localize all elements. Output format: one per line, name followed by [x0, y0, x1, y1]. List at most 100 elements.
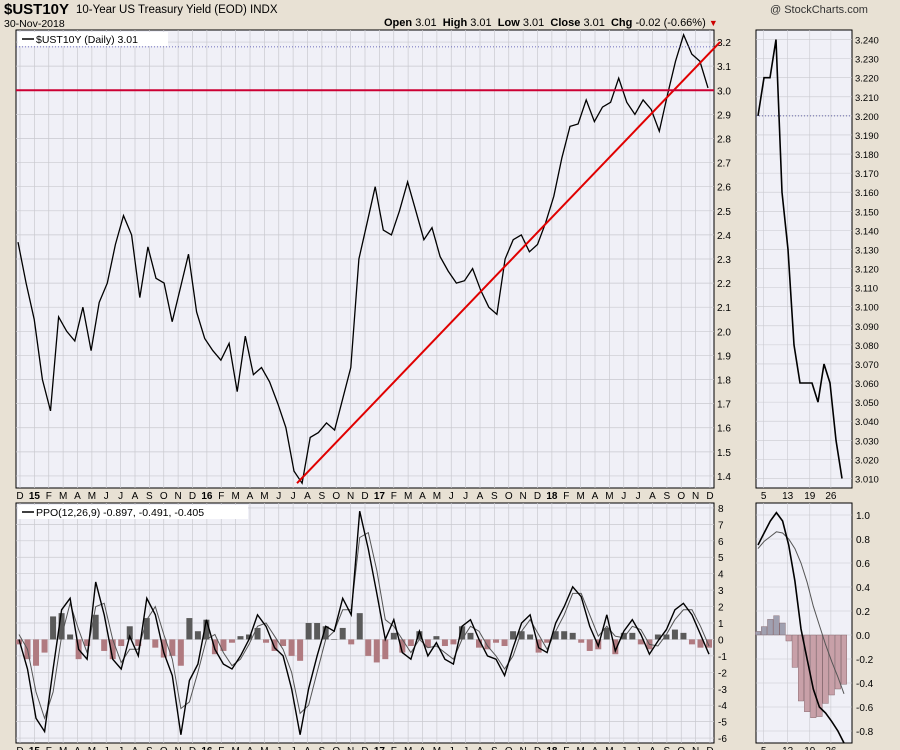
histogram-bar	[356, 613, 363, 640]
x-tick-label: 13	[782, 746, 794, 750]
x-tick-label: D	[706, 491, 713, 502]
y-tick-label: 3	[718, 586, 724, 597]
stockcharts-logo: @ StockCharts.com	[770, 4, 868, 16]
x-tick-label: A	[419, 746, 426, 750]
histogram-bar	[288, 639, 295, 656]
y-tick-label: 7	[718, 520, 724, 531]
histogram-bar	[305, 623, 312, 640]
x-tick-label: O	[160, 491, 168, 502]
x-tick-label: S	[146, 491, 153, 502]
x-tick-label: J	[449, 491, 454, 502]
x-tick-label: J	[291, 746, 296, 750]
x-tick-label: A	[649, 491, 656, 502]
x-tick-label: M	[260, 491, 268, 502]
histogram-bar	[339, 627, 346, 640]
histogram-bar	[382, 639, 389, 660]
y-tick-label: 1.8	[717, 376, 731, 387]
histogram-bar	[629, 632, 636, 640]
x-tick-label: A	[649, 746, 656, 750]
x-tick-label: D	[16, 491, 23, 502]
y-tick-label: 2.9	[717, 110, 731, 121]
histogram-bar	[186, 618, 193, 640]
x-tick-label: N	[520, 746, 527, 750]
x-tick-label: O	[332, 491, 340, 502]
x-tick-label: J	[636, 491, 641, 502]
x-tick-label: M	[576, 746, 584, 750]
x-tick-label: S	[146, 746, 153, 750]
y-tick-label: 0.4	[856, 583, 870, 594]
histogram-bar	[773, 615, 780, 636]
x-tick-label: S	[491, 491, 498, 502]
y-tick-label: -3	[718, 685, 727, 696]
x-tick-label: D	[16, 746, 23, 750]
y-tick-label: 3.160	[855, 188, 879, 199]
histogram-bar	[816, 634, 823, 717]
legend-title: PPO(12,26,9) -0.897, -0.491, -0.405	[36, 507, 204, 519]
x-tick-label: S	[664, 491, 671, 502]
y-tick-label: 3.0	[717, 86, 731, 97]
x-tick-label: J	[104, 746, 109, 750]
trendline	[296, 41, 721, 484]
y-tick-label: 2.7	[717, 159, 731, 170]
x-tick-label: A	[132, 746, 139, 750]
y-tick-label: -4	[718, 701, 727, 712]
y-tick-label: 1.9	[717, 351, 731, 362]
x-tick-label: N	[692, 746, 699, 750]
x-tick-label: M	[231, 491, 239, 502]
histogram-bar	[263, 639, 270, 643]
y-tick-label: 3.180	[855, 150, 879, 161]
x-tick-label: M	[231, 746, 239, 750]
x-tick-label: A	[247, 746, 254, 750]
histogram-bar	[220, 639, 227, 651]
histogram-bar	[297, 639, 304, 661]
x-tick-label: O	[677, 491, 685, 502]
y-tick-label: 3.080	[855, 341, 879, 352]
x-tick-label: J	[276, 746, 281, 750]
x-tick-label: O	[677, 746, 685, 750]
x-tick-label: 16	[201, 746, 213, 750]
histogram-bar	[194, 631, 201, 640]
y-tick-label: -6	[718, 734, 727, 745]
y-tick-label: 1.5	[717, 448, 731, 459]
x-tick-label: O	[332, 746, 340, 750]
histogram-bar	[67, 634, 74, 640]
x-tick-label: M	[605, 491, 613, 502]
x-tick-label: D	[189, 746, 196, 750]
histogram-bar	[211, 639, 218, 655]
y-tick-label: 3.070	[855, 360, 879, 371]
histogram-bar	[271, 639, 278, 651]
histogram-bar	[101, 639, 108, 651]
histogram-bar	[169, 639, 176, 656]
y-tick-label: 3.030	[855, 436, 879, 447]
x-tick-label: N	[347, 746, 354, 750]
legend-box	[18, 32, 168, 46]
x-tick-label: F	[563, 491, 569, 502]
histogram-bar	[109, 639, 116, 660]
x-tick-label: N	[347, 491, 354, 502]
y-tick-label: 3.110	[855, 284, 878, 295]
low-label: Low	[497, 17, 520, 29]
x-tick-label: 26	[825, 746, 837, 750]
y-tick-label: 3.040	[855, 417, 879, 428]
y-tick-label: -1	[718, 652, 727, 663]
histogram-bar	[761, 626, 768, 636]
zoom-ppo-line	[757, 511, 845, 744]
y-tick-label: 3.2	[717, 38, 731, 49]
x-tick-label: D	[189, 491, 196, 502]
y-tick-label: 0.0	[856, 631, 870, 642]
x-tick-label: 18	[546, 746, 558, 750]
histogram-bar	[314, 623, 321, 640]
histogram-bar	[828, 634, 835, 696]
x-tick-label: M	[88, 491, 96, 502]
x-tick-label: 5	[761, 491, 767, 502]
x-tick-label: M	[576, 491, 584, 502]
histogram-bar	[791, 634, 798, 668]
x-tick-label: O	[505, 746, 513, 750]
x-tick-label: A	[304, 491, 311, 502]
x-tick-label: A	[592, 746, 599, 750]
x-tick-label: O	[505, 491, 513, 502]
x-tick-label: F	[391, 746, 397, 750]
x-tick-label: A	[419, 491, 426, 502]
histogram-bar	[654, 634, 661, 640]
x-tick-label: S	[664, 746, 671, 750]
